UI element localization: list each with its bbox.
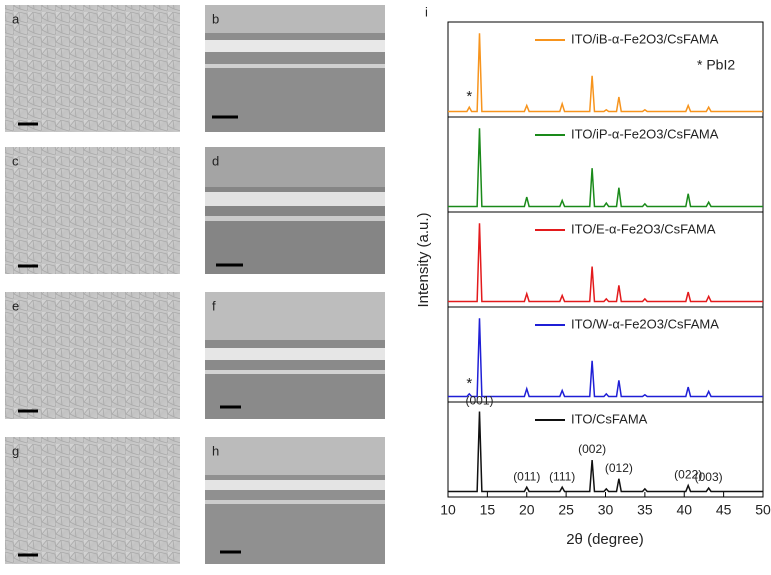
image (5, 5, 180, 132)
panel-label: f (212, 298, 216, 313)
annotation: * PbI2 (697, 57, 735, 73)
star: * (466, 88, 472, 105)
peak-label: (002) (578, 442, 606, 456)
xrd-line (448, 411, 763, 493)
cross-section (205, 5, 385, 132)
panel-label: b (212, 11, 219, 26)
image (5, 292, 180, 419)
peak-label: (003) (695, 470, 723, 484)
panel-label: e (12, 298, 19, 313)
legend-label: ITO/CsFAMA (571, 411, 648, 426)
panel-label: i (425, 4, 428, 19)
legend-label: ITO/W-α-Fe2O3/CsFAMA (571, 316, 719, 331)
panel-label: d (212, 153, 219, 168)
xrd-line (448, 318, 763, 398)
y-axis-label: Intensity (a.u.) (415, 212, 432, 307)
cross-section (205, 437, 385, 564)
cross-section (205, 292, 385, 419)
x-tick-label: 20 (519, 502, 535, 518)
legend-label: ITO/E-α-Fe2O3/CsFAMA (571, 221, 716, 236)
xrd-line (448, 128, 763, 208)
panel-label: c (12, 153, 19, 168)
xrd-line (448, 223, 763, 303)
xrd-line (448, 33, 763, 113)
image (5, 147, 180, 274)
panel-label: g (12, 443, 19, 458)
x-tick-label: 15 (480, 502, 496, 518)
x-tick-label: 50 (755, 502, 771, 518)
panel-label: h (212, 443, 219, 458)
peak-label: (111) (549, 469, 575, 483)
x-tick-label: 10 (440, 502, 456, 518)
legend-label: ITO/iP-α-Fe2O3/CsFAMA (571, 126, 719, 141)
x-tick-label: 25 (558, 502, 574, 518)
x-tick-label: 40 (676, 502, 692, 518)
star: * (466, 375, 472, 392)
cross-section (205, 147, 385, 274)
x-tick-label: 45 (716, 502, 732, 518)
sem-images: a b c d e f g h (5, 5, 385, 564)
image (5, 437, 180, 564)
scale-bars (18, 115, 243, 557)
panel-label: a (12, 11, 20, 26)
legend-label: ITO/iB-α-Fe2O3/CsFAMA (571, 31, 719, 46)
x-tick-label: 30 (598, 502, 614, 518)
peak-label: (001) (465, 394, 493, 408)
peak-label: (022) (674, 468, 702, 482)
peak-label: (011) (513, 469, 540, 483)
x-axis-label: 2θ (degree) (566, 531, 644, 548)
x-tick-label: 35 (637, 502, 653, 518)
peak-label: (012) (605, 461, 633, 475)
subplot-frame (447, 401, 764, 498)
